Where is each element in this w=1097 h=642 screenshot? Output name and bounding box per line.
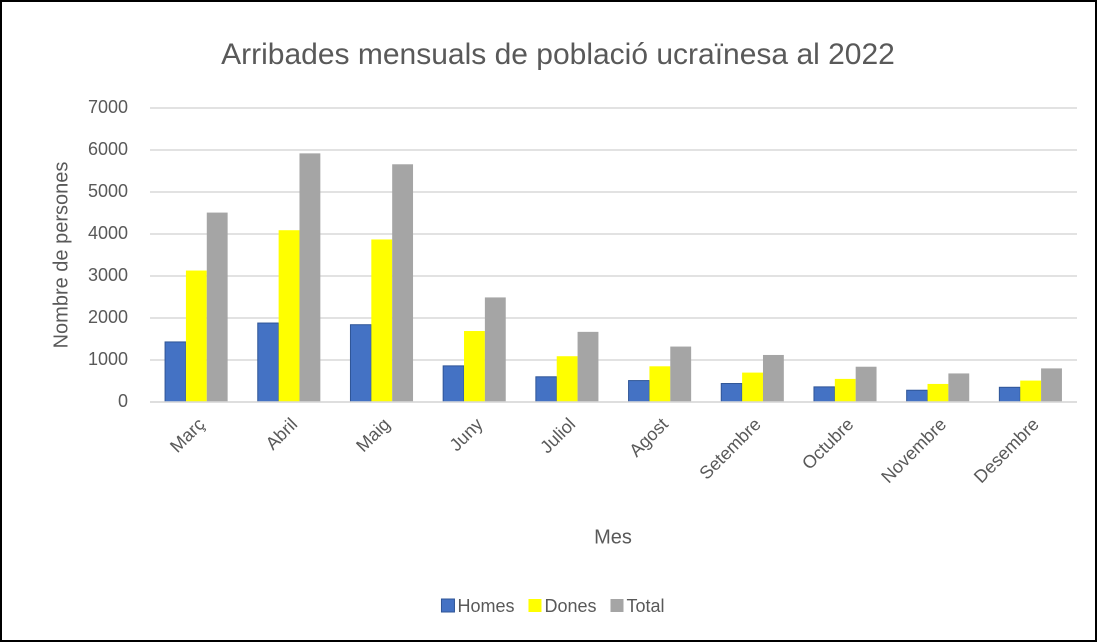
- bar: [556, 356, 578, 402]
- bar: [834, 378, 856, 402]
- x-axis-label: Mes: [594, 526, 632, 548]
- bar: [464, 331, 485, 402]
- bar: [257, 322, 280, 403]
- bar: [349, 324, 372, 403]
- bar: [813, 386, 836, 403]
- bar: [628, 380, 650, 403]
- chart-title: Arribades mensuals de població ucraïnesa…: [221, 38, 895, 71]
- y-tick-label: 6000: [88, 139, 128, 159]
- bar: [670, 346, 692, 402]
- bar: [392, 164, 414, 402]
- y-tick-label: 4000: [88, 223, 128, 243]
- bar: [906, 389, 929, 403]
- bar: [371, 239, 393, 402]
- bar: [948, 373, 970, 402]
- legend-label: Dones: [544, 596, 596, 616]
- y-tick-label: 3000: [88, 265, 128, 285]
- bar: [206, 212, 228, 402]
- bar: [535, 376, 558, 403]
- legend-label: Homes: [457, 596, 514, 616]
- bar: [442, 365, 465, 403]
- bar: [1041, 368, 1062, 402]
- bar: [1020, 380, 1042, 402]
- legend-swatch: [440, 598, 455, 613]
- bar: [164, 341, 187, 403]
- bar: [927, 383, 949, 402]
- y-tick-label: 0: [118, 391, 128, 411]
- y-tick-label: 1000: [88, 349, 128, 369]
- bar: [998, 386, 1021, 403]
- bar: [577, 331, 599, 402]
- legend-swatch: [528, 599, 542, 612]
- bar: [299, 153, 321, 402]
- bar: [762, 354, 784, 402]
- y-tick-label: 2000: [88, 307, 128, 327]
- bar: [484, 297, 506, 402]
- bar: [855, 366, 877, 402]
- y-axis-label: Nombre de persones: [50, 162, 72, 349]
- legend-label: Total: [627, 596, 665, 616]
- bar: [720, 383, 743, 403]
- bar: [278, 230, 300, 402]
- bar: [649, 366, 671, 402]
- bar: [742, 372, 763, 402]
- bar: [185, 270, 207, 402]
- y-tick-label: 5000: [88, 181, 128, 201]
- y-tick-label: 7000: [88, 97, 128, 117]
- legend-swatch: [610, 599, 624, 612]
